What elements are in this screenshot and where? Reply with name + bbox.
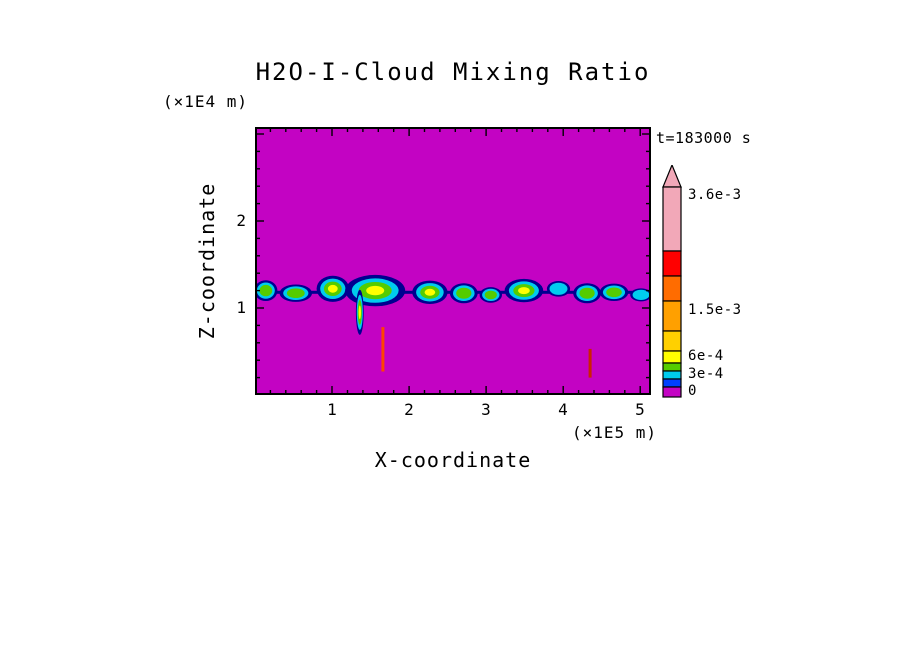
colorbar — [662, 165, 682, 398]
x-axis-title: X-coordinate — [374, 448, 532, 472]
cloud-cell-contour — [424, 288, 436, 296]
colorbar-segment — [662, 370, 682, 380]
colorbar-segment — [662, 275, 682, 302]
chart-title: H2O-I-Cloud Mixing Ratio — [255, 58, 651, 86]
cloud-cell-contour — [549, 282, 568, 295]
colorbar-label: 6e-4 — [688, 348, 724, 364]
x-tick-label: 4 — [558, 400, 568, 419]
cloud-cell-contour — [518, 287, 530, 295]
colorbar-label: 1.5e-3 — [688, 302, 742, 318]
colorbar-segment — [662, 250, 682, 277]
cloud-cell-contour — [358, 305, 361, 320]
y-tick-label: 2 — [236, 211, 246, 230]
y-tick-label: 1 — [236, 298, 246, 317]
cloud-cell-contour — [606, 287, 622, 298]
x-axis-units-label: (×1E5 m) — [571, 423, 657, 442]
colorbar-label: 0 — [688, 383, 697, 399]
colorbar-segment — [662, 186, 682, 252]
colorbar-arrow — [662, 165, 682, 188]
contour-plot-area — [255, 127, 651, 395]
cloud-cell-contour — [484, 290, 497, 300]
colorbar-segment — [662, 330, 682, 352]
fall-streak — [381, 327, 385, 372]
colorbar-segment — [662, 378, 682, 388]
colorbar-segment — [662, 386, 682, 398]
fall-streak — [588, 348, 592, 378]
cloud-cell-contour — [579, 287, 595, 299]
cloud-cell-contour — [366, 285, 385, 296]
colorbar-segment — [662, 362, 682, 372]
cloud-cell-contour — [456, 287, 472, 299]
colorbar-segment — [662, 300, 682, 332]
plot-background — [255, 127, 651, 395]
y-axis-title: Z-coordinate — [195, 182, 219, 340]
colorbar-segment — [662, 350, 682, 364]
x-tick-label: 1 — [327, 400, 337, 419]
plot-frame — [255, 127, 651, 395]
colorbar-label: 3.6e-3 — [688, 187, 742, 203]
x-tick-label: 2 — [404, 400, 414, 419]
cloud-cell-contour — [286, 288, 305, 298]
y-axis-units-label: (×1E4 m) — [163, 92, 249, 111]
cloud-cell-contour — [327, 284, 338, 293]
cloud-cell-contour — [259, 284, 273, 297]
cloud-cell-contour — [632, 289, 650, 300]
x-tick-label: 3 — [481, 400, 491, 419]
time-annotation: t=183000 s — [656, 129, 752, 147]
colorbar-label: 3e-4 — [688, 366, 724, 382]
x-tick-label: 5 — [635, 400, 645, 419]
